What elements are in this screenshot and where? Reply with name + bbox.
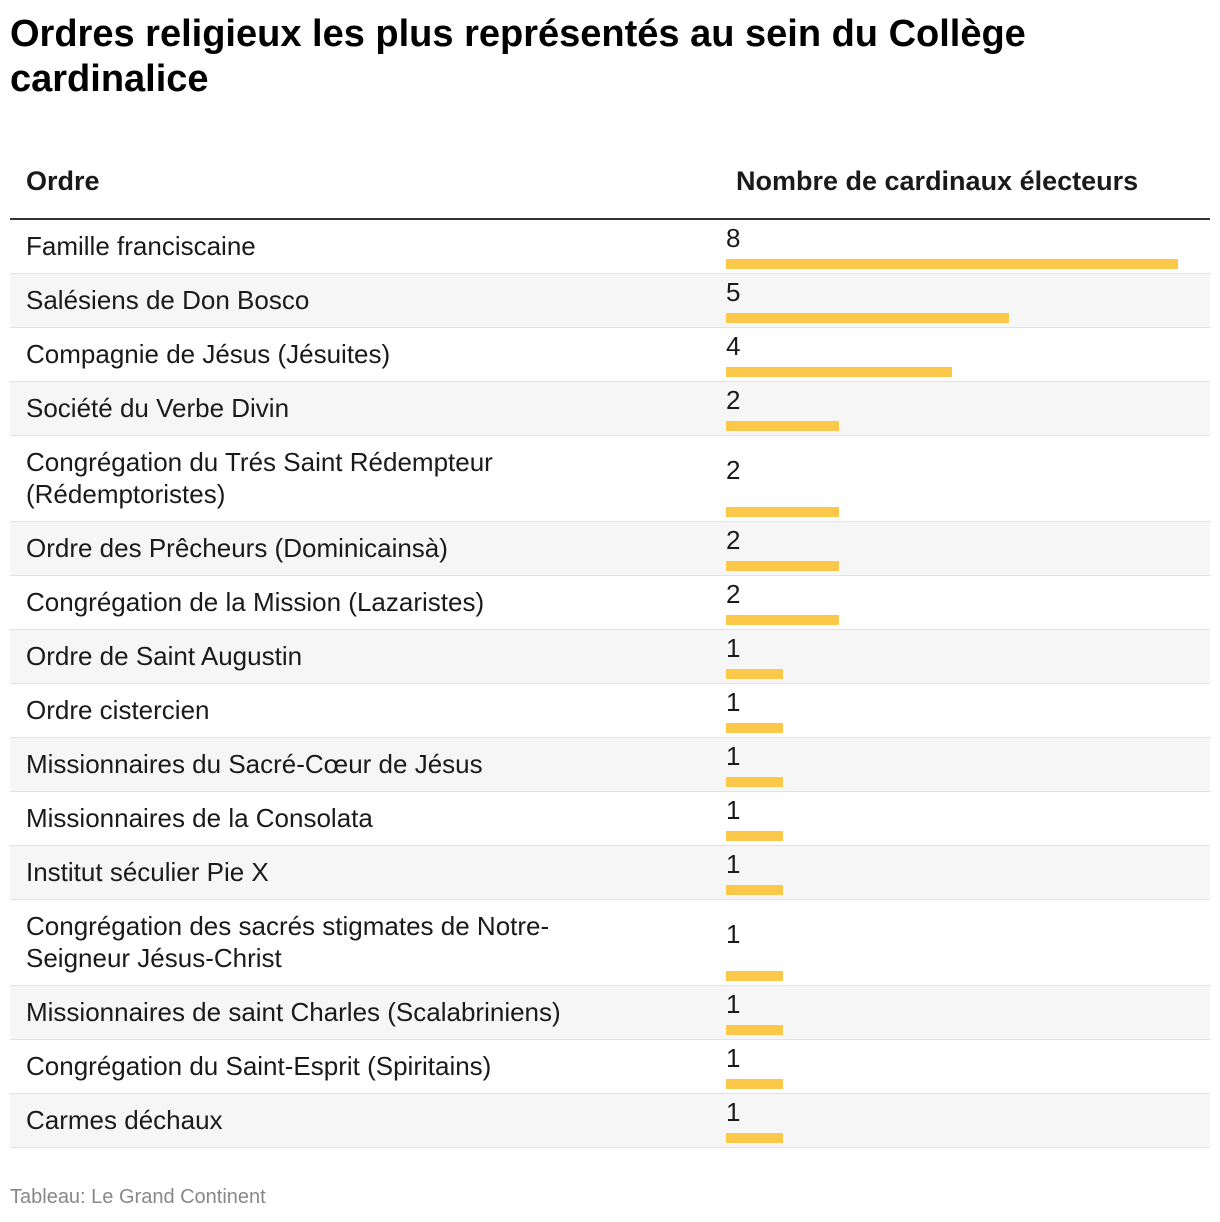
table-row: Compagnie de Jésus (Jésuites) 4 <box>10 328 1210 382</box>
row-ordre-label: Congrégation du Saint-Esprit (Spiritains… <box>26 1051 492 1081</box>
table-row: Société du Verbe Divin 2 <box>10 382 1210 436</box>
chart-title: Ordres religieux les plus représentés au… <box>10 13 1026 100</box>
table-row: Missionnaires de la Consolata 1 <box>10 792 1210 846</box>
row-value-label: 2 <box>726 525 741 555</box>
row-value-bar <box>726 313 1009 323</box>
row-ordre-label: Famille franciscaine <box>26 231 256 261</box>
row-value-label: 1 <box>726 741 741 771</box>
row-value-label: 1 <box>726 795 741 825</box>
row-value-bar <box>726 421 839 431</box>
row-value-label: 8 <box>726 223 741 253</box>
table-row: Congrégation du Trés Saint Rédempteur (R… <box>10 436 1210 522</box>
table-row: Carmes déchaux 1 <box>10 1094 1210 1148</box>
row-ordre-label: Missionnaires de saint Charles (Scalabri… <box>26 997 561 1027</box>
row-value-bar <box>726 507 839 517</box>
table-body: Famille franciscaine 8 Salésiens de Don Bo… <box>10 220 1210 1148</box>
row-value-bar <box>726 1079 783 1089</box>
row-ordre-label: Salésiens de Don Bosco <box>26 285 310 315</box>
table-row: Ordre de Saint Augustin 1 <box>10 630 1210 684</box>
table-header: Ordre Nombre de cardinaux électeurs <box>10 152 1210 220</box>
table-row: Missionnaires de saint Charles (Scalabri… <box>10 986 1210 1040</box>
row-value-bar <box>726 561 839 571</box>
row-ordre-label: Ordre de Saint Augustin <box>26 641 303 671</box>
table-row: Ordre cistercien 1 <box>10 684 1210 738</box>
row-value-label: 5 <box>726 277 741 307</box>
row-ordre-label: Congrégation du Trés Saint Rédempteur (R… <box>26 447 493 509</box>
column-header-nombre: Nombre de cardinaux électeurs <box>736 166 1139 196</box>
row-value-label: 4 <box>726 331 741 361</box>
source-note: Tableau: Le Grand Continent <box>10 1186 266 1208</box>
row-value-label: 1 <box>726 919 741 949</box>
row-value-label: 1 <box>726 849 741 879</box>
row-value-label: 1 <box>726 687 741 717</box>
row-value-bar <box>726 367 952 377</box>
row-ordre-label: Congrégation des sacrés stigmates de Not… <box>26 911 550 973</box>
row-ordre-label: Congrégation de la Mission (Lazaristes) <box>26 587 485 617</box>
table-row: Congrégation des sacrés stigmates de Not… <box>10 900 1210 986</box>
row-value-label: 2 <box>726 385 741 415</box>
row-value-bar <box>726 971 783 981</box>
table-row: Institut séculier Pie X 1 <box>10 846 1210 900</box>
row-ordre-label: Compagnie de Jésus (Jésuites) <box>26 339 391 369</box>
row-value-label: 1 <box>726 1097 741 1127</box>
row-value-bar <box>726 1133 783 1143</box>
row-ordre-label: Missionnaires du Sacré-Cœur de Jésus <box>26 749 483 779</box>
row-value-bar <box>726 1025 783 1035</box>
table-row: Congrégation du Saint-Esprit (Spiritains… <box>10 1040 1210 1094</box>
row-ordre-label: Carmes déchaux <box>26 1105 223 1135</box>
row-value-label: 1 <box>726 633 741 663</box>
row-value-bar <box>726 259 1178 269</box>
row-value-label: 2 <box>726 455 741 485</box>
column-header-ordre: Ordre <box>26 166 100 196</box>
row-value-bar <box>726 669 783 679</box>
table-row: Ordre des Prêcheurs (Dominicainsà) 2 <box>10 522 1210 576</box>
data-table: Ordre Nombre de cardinaux électeurs Fami… <box>10 152 1210 1148</box>
row-value-bar <box>726 831 783 841</box>
table-row: Missionnaires du Sacré-Cœur de Jésus 1 <box>10 738 1210 792</box>
row-value-bar <box>726 777 783 787</box>
table-row: Famille franciscaine 8 <box>10 220 1210 274</box>
table-row: Congrégation de la Mission (Lazaristes) 2 <box>10 576 1210 630</box>
row-ordre-label: Ordre des Prêcheurs (Dominicainsà) <box>26 533 448 563</box>
row-value-label: 1 <box>726 1043 741 1073</box>
row-value-bar <box>726 615 839 625</box>
row-ordre-label: Société du Verbe Divin <box>26 393 290 423</box>
table-row: Salésiens de Don Bosco 5 <box>10 274 1210 328</box>
row-ordre-label: Institut séculier Pie X <box>26 857 269 887</box>
row-ordre-label: Ordre cistercien <box>26 695 210 725</box>
row-value-bar <box>726 885 783 895</box>
row-value-label: 2 <box>726 579 741 609</box>
row-value-bar <box>726 723 783 733</box>
row-ordre-label: Missionnaires de la Consolata <box>26 803 373 833</box>
row-value-label: 1 <box>726 989 741 1019</box>
